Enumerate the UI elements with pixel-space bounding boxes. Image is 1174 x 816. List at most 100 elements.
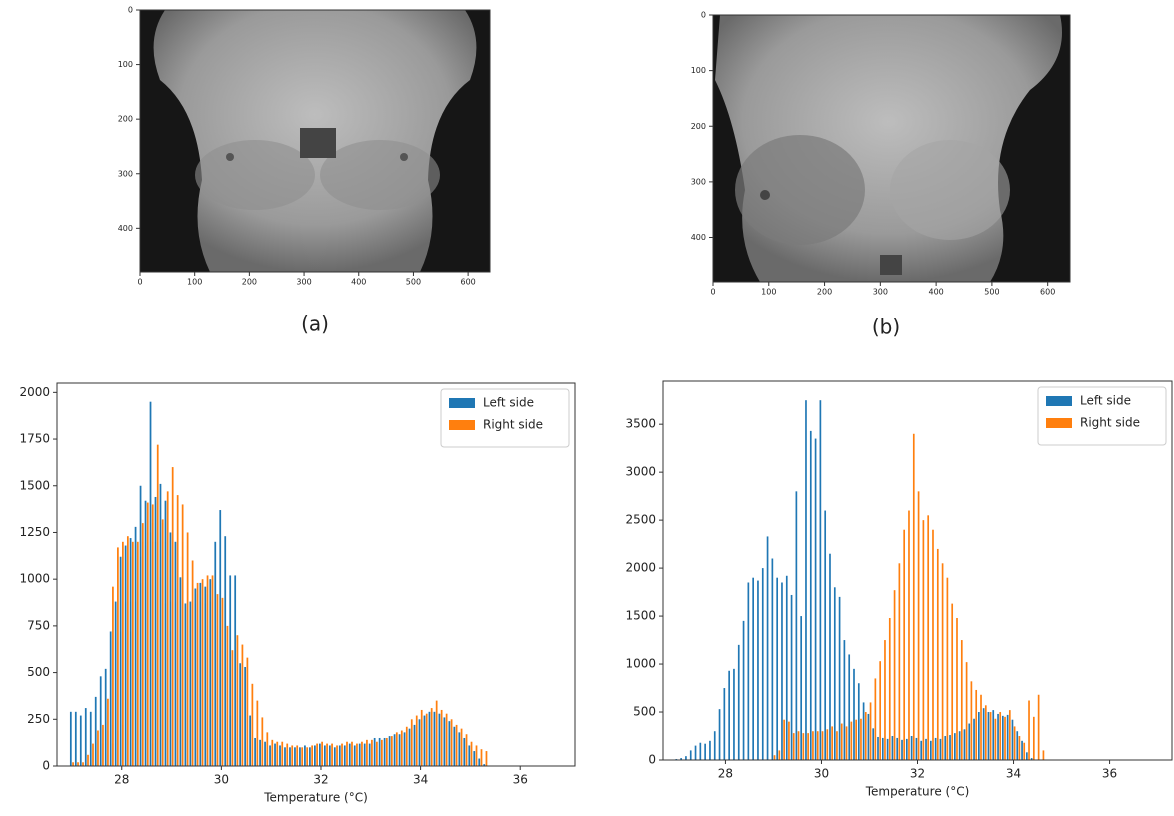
- bar: [110, 631, 112, 766]
- bar: [266, 732, 268, 766]
- caption: (a): [301, 312, 329, 336]
- bar: [738, 645, 740, 760]
- bar: [1026, 752, 1028, 760]
- bar: [261, 717, 263, 766]
- bar: [137, 542, 139, 766]
- bar: [189, 602, 191, 766]
- bar: [202, 579, 204, 766]
- y-tick-label: 1500: [19, 478, 50, 492]
- series: [675, 400, 1032, 760]
- bar: [846, 726, 848, 760]
- y-tick-label: 500: [27, 665, 50, 679]
- bar: [132, 542, 134, 766]
- bar: [848, 654, 850, 760]
- bar: [314, 745, 316, 766]
- bar: [217, 594, 219, 766]
- bar: [199, 583, 201, 766]
- bar: [1004, 717, 1006, 760]
- bar: [162, 519, 164, 766]
- bar: [102, 725, 104, 766]
- bar: [889, 618, 891, 760]
- bar: [244, 667, 246, 766]
- legend-swatch: [1046, 396, 1072, 406]
- bar: [309, 747, 311, 766]
- bar: [906, 739, 908, 760]
- bar: [379, 738, 381, 766]
- bar: [985, 705, 987, 760]
- bar: [971, 681, 973, 760]
- bar: [1021, 741, 1023, 760]
- bar: [956, 618, 958, 760]
- bar: [77, 762, 79, 766]
- bar: [949, 735, 951, 760]
- bar: [155, 497, 157, 766]
- bar: [805, 400, 807, 760]
- bar: [1043, 750, 1045, 760]
- bar: [860, 719, 862, 760]
- bar: [831, 726, 833, 760]
- y-tick-label: 100: [691, 66, 706, 75]
- bar: [786, 576, 788, 760]
- bar: [364, 744, 366, 766]
- bar: [1038, 695, 1040, 760]
- bar: [404, 732, 406, 766]
- bar: [224, 536, 226, 766]
- bar: [219, 510, 221, 766]
- bar: [296, 745, 298, 766]
- bar: [478, 759, 480, 766]
- bar: [995, 719, 997, 760]
- bar: [421, 710, 423, 766]
- x-tick-label: 36: [513, 773, 528, 787]
- bar: [214, 542, 216, 766]
- bar: [844, 640, 846, 760]
- x-tick-label: 32: [910, 767, 925, 781]
- bar: [748, 582, 750, 760]
- bar: [142, 523, 144, 766]
- y-tick-label: 500: [633, 705, 656, 719]
- bar: [319, 744, 321, 766]
- bar: [242, 645, 244, 766]
- bar: [374, 738, 376, 766]
- x-tick-label: 100: [761, 288, 776, 297]
- bar: [911, 736, 913, 760]
- bar: [776, 578, 778, 760]
- bar: [182, 504, 184, 766]
- bar: [150, 402, 152, 766]
- bar: [376, 742, 378, 766]
- bar: [685, 756, 687, 760]
- bar: [336, 745, 338, 766]
- y-tick-label: 200: [118, 115, 133, 124]
- bar: [334, 747, 336, 766]
- bar: [419, 719, 421, 766]
- bar: [486, 751, 488, 766]
- bar: [853, 669, 855, 760]
- bar: [714, 731, 716, 760]
- bar: [896, 738, 898, 760]
- bar: [291, 745, 293, 766]
- bar: [281, 742, 283, 766]
- bar: [743, 621, 745, 760]
- bar: [222, 598, 224, 766]
- bar: [841, 724, 843, 760]
- figure: 01002003004005006000100200300400(a)01002…: [0, 0, 1174, 816]
- bar: [122, 542, 124, 766]
- bar: [927, 515, 929, 760]
- bar: [294, 747, 296, 766]
- x-tick-label: 34: [413, 773, 428, 787]
- bar: [399, 734, 401, 766]
- bar: [466, 734, 468, 766]
- bar: [999, 712, 1001, 760]
- y-tick-label: 200: [691, 122, 706, 131]
- bar: [783, 720, 785, 760]
- bar: [429, 712, 431, 766]
- bar: [892, 736, 894, 760]
- x-axis-label: Temperature (°C): [263, 791, 368, 805]
- bar: [366, 740, 368, 766]
- bar: [992, 710, 994, 760]
- bar: [232, 650, 234, 766]
- bar: [812, 731, 814, 760]
- bar: [877, 737, 879, 760]
- bar: [839, 597, 841, 760]
- bar: [140, 486, 142, 766]
- bar: [772, 559, 774, 760]
